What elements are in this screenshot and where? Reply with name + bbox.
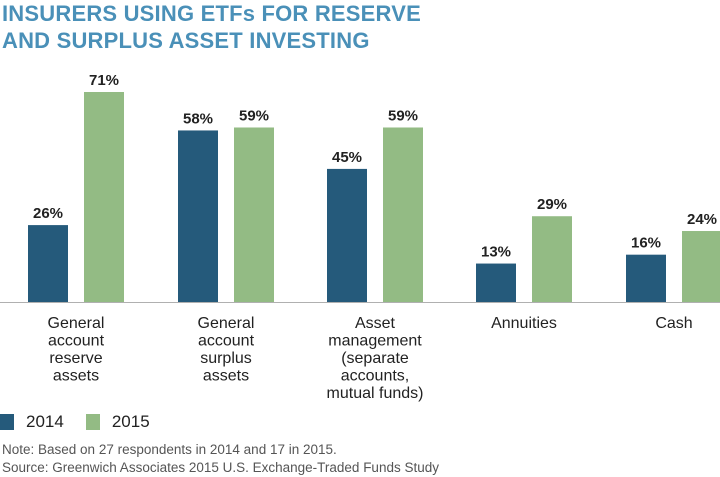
- bar-2015-1: [234, 127, 274, 303]
- category-label-line: Annuities: [491, 315, 557, 332]
- bar-2015-4: [682, 231, 720, 302]
- category-label-line: Asset: [355, 315, 396, 332]
- chart-title-line-2: AND SURPLUS ASSET INVESTING: [2, 28, 370, 53]
- bar-2014-2: [327, 168, 367, 302]
- category-label-line: account: [48, 333, 105, 350]
- note-text: Note: Based on 27 respondents in 2014 an…: [2, 442, 337, 457]
- data-label-2014-2: 45%: [332, 149, 362, 166]
- data-label-2015-0: 71%: [89, 72, 119, 89]
- legend-item-2014: 2014: [0, 412, 64, 432]
- legend-swatch-2015: [85, 414, 100, 430]
- category-label-4: Cash: [655, 315, 692, 332]
- data-label-2015-2: 59%: [388, 107, 418, 124]
- category-label-line: accounts,: [341, 368, 409, 385]
- category-label-line: assets: [203, 368, 249, 385]
- data-label-2015-4: 24%: [687, 211, 717, 228]
- data-label-2014-4: 16%: [631, 235, 661, 252]
- legend: 2014 2015: [0, 410, 172, 434]
- source-text: Source: Greenwich Associates 2015 U.S. E…: [2, 460, 439, 475]
- category-label-line: General: [198, 315, 255, 332]
- legend-label-2015: 2015: [111, 412, 150, 431]
- category-label-1: General account surplus assets: [198, 315, 255, 385]
- bar-2015-2: [383, 127, 423, 303]
- category-label-line: (separate: [341, 350, 409, 367]
- category-label-line: assets: [53, 368, 99, 385]
- category-label-line: General: [48, 315, 105, 332]
- bar-2014-3: [476, 263, 516, 302]
- category-label-line: surplus: [200, 350, 252, 367]
- data-label-2014-0: 26%: [33, 205, 63, 222]
- category-label-line: mutual funds): [327, 385, 424, 402]
- category-label-line: reserve: [49, 350, 102, 367]
- legend-swatch-2014: [0, 414, 14, 430]
- data-label-2014-3: 13%: [481, 244, 511, 261]
- category-label-0: General account reserve assets: [48, 315, 105, 385]
- bar-2014-1: [178, 130, 218, 302]
- chart-title-line-1: INSURERS USING ETFs FOR RESERVE: [2, 1, 421, 26]
- data-label-2015-3: 29%: [537, 196, 567, 213]
- category-label-line: account: [198, 333, 255, 350]
- chart-title: INSURERS USING ETFs FOR RESERVE AND SURP…: [2, 0, 718, 54]
- data-label-2014-1: 58%: [183, 110, 213, 127]
- category-label-3: Annuities: [491, 315, 557, 332]
- data-label-2015-1: 59%: [239, 107, 269, 124]
- legend-label-2014: 2014: [26, 412, 64, 431]
- bar-2014-0: [28, 225, 68, 302]
- category-label-2: Asset management (separate accounts, mutual …: [327, 315, 424, 402]
- category-label-line: Cash: [655, 315, 692, 332]
- legend-item-2015: 2015: [85, 412, 150, 432]
- bar-2015-3: [532, 216, 572, 302]
- bar-2014-4: [626, 254, 666, 302]
- bar-2015-0: [84, 92, 124, 302]
- category-label-line: management: [328, 333, 422, 350]
